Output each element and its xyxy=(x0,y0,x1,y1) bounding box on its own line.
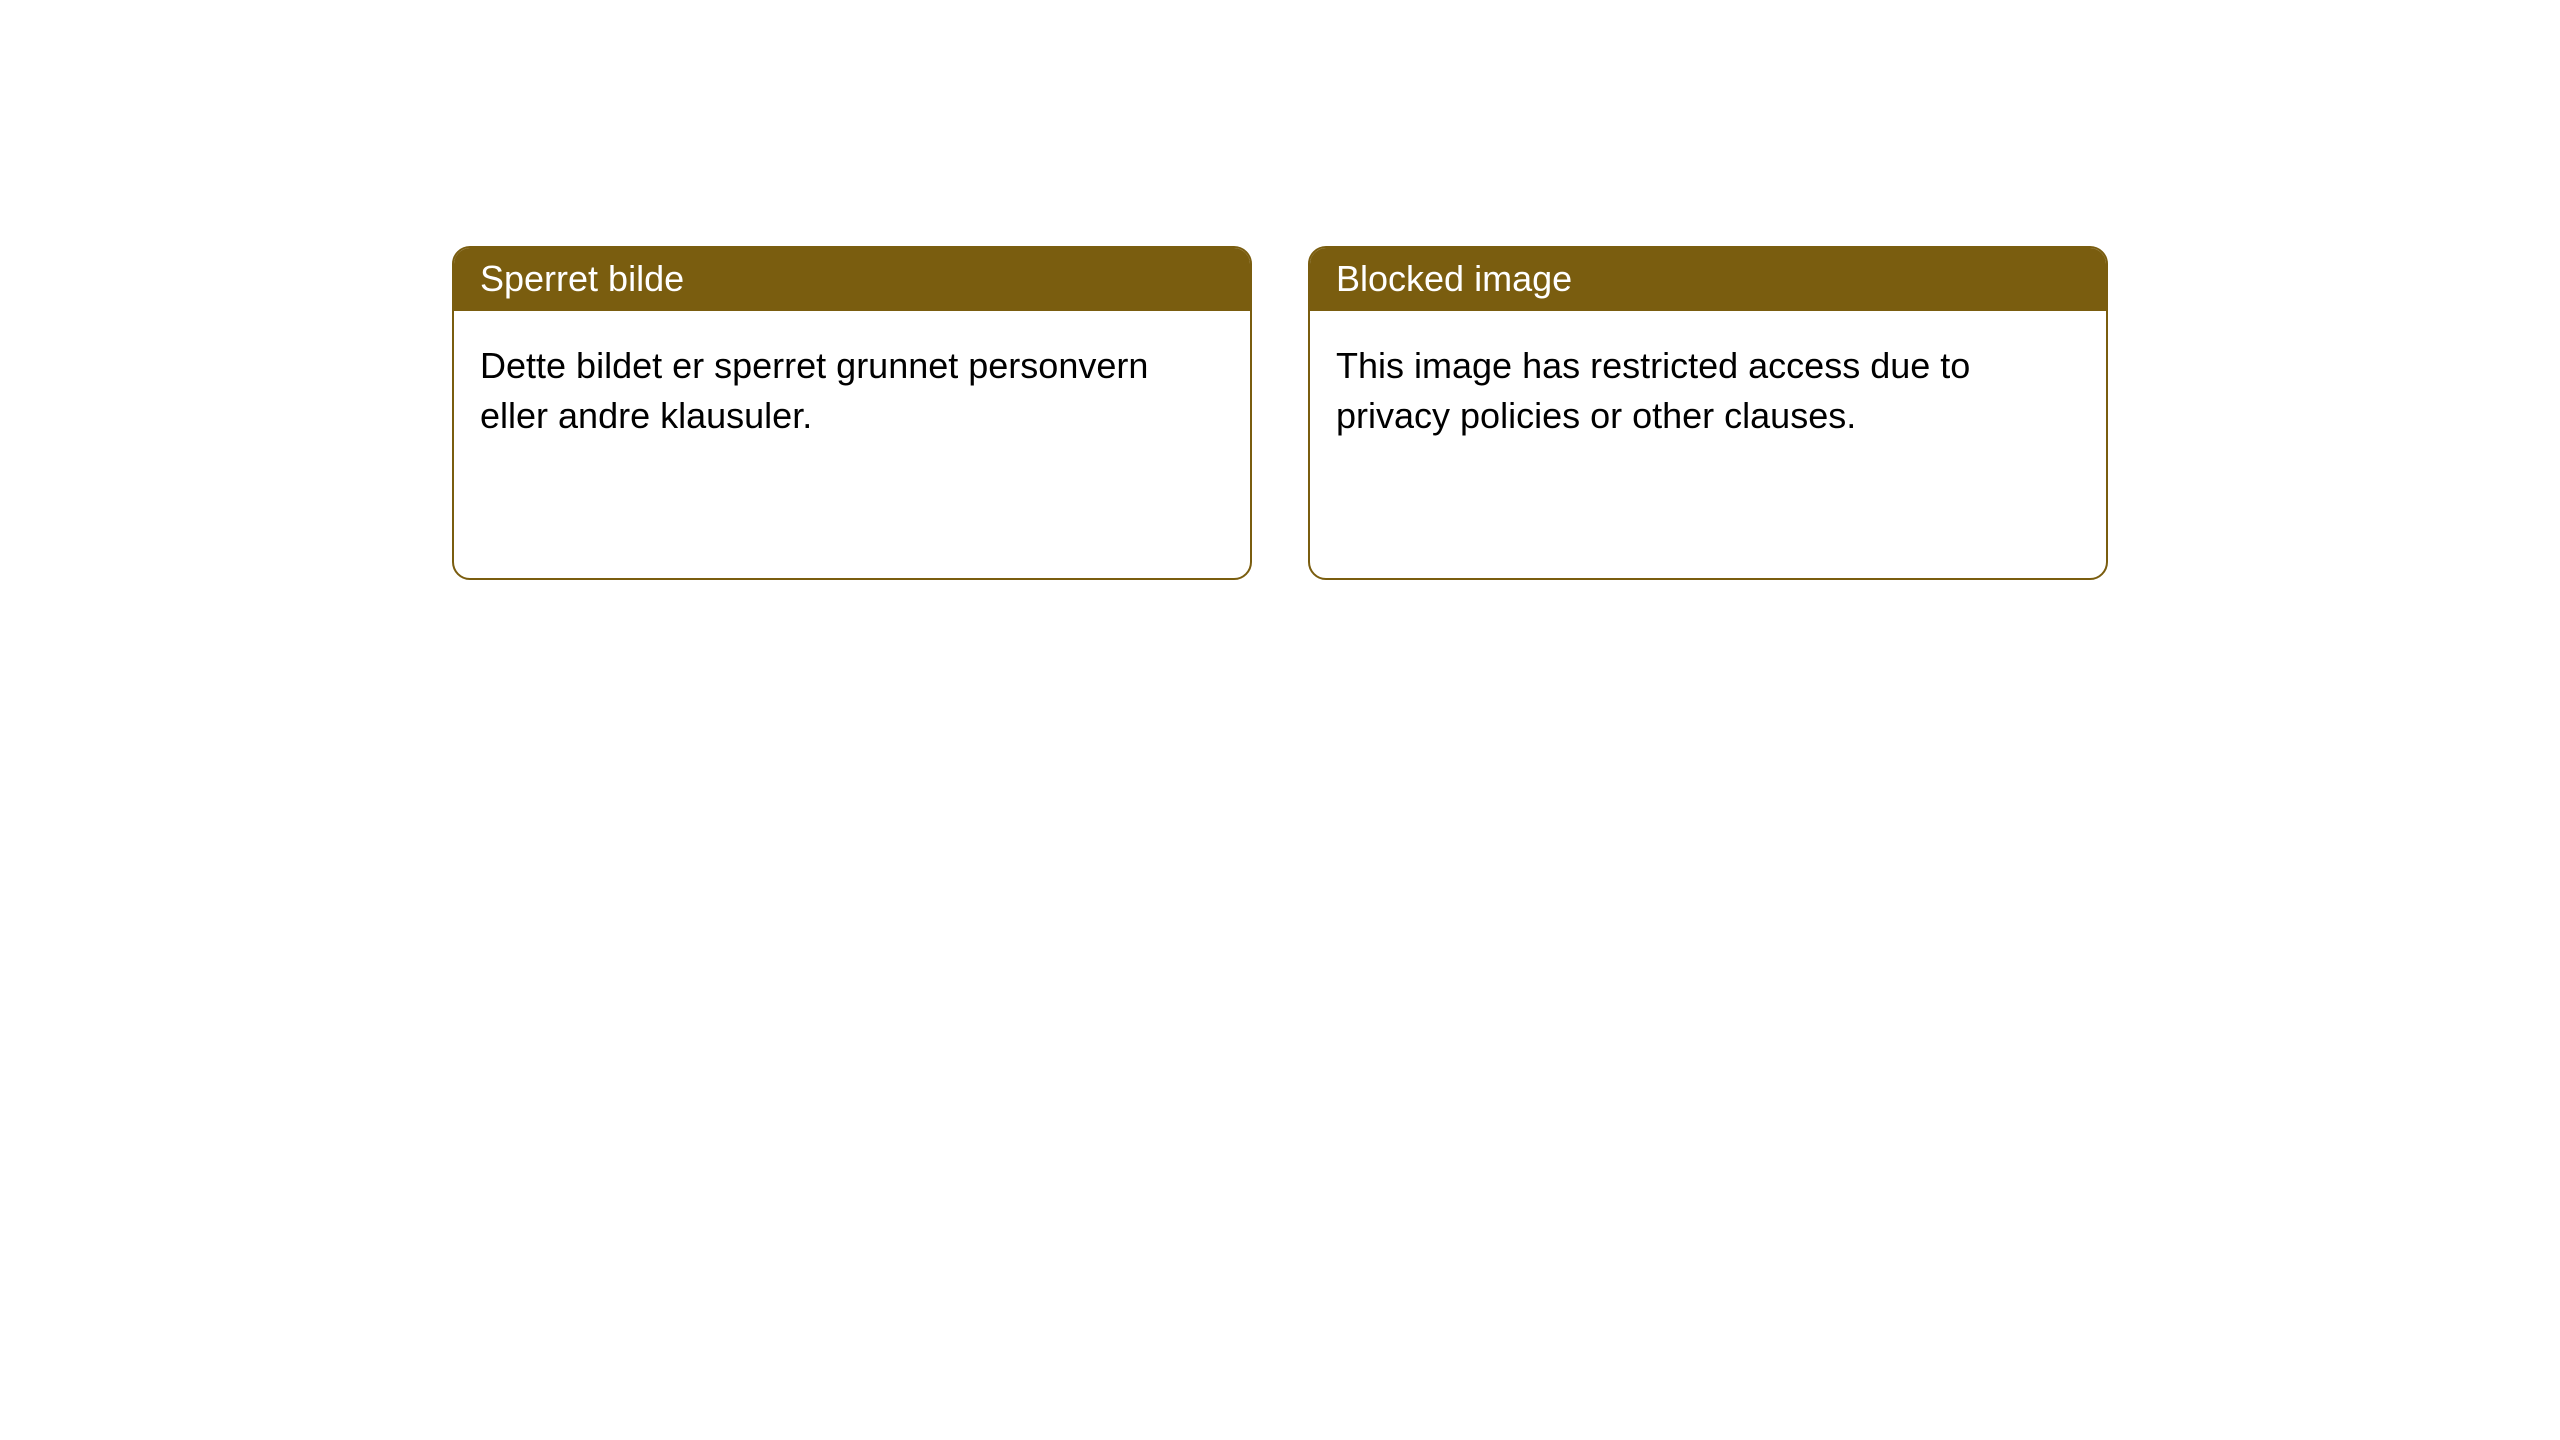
cards-container: Sperret bilde Dette bildet er sperret gr… xyxy=(452,246,2108,580)
card-header: Sperret bilde xyxy=(454,248,1250,311)
blocked-image-card-en: Blocked image This image has restricted … xyxy=(1308,246,2108,580)
card-header: Blocked image xyxy=(1310,248,2106,311)
card-body: This image has restricted access due to … xyxy=(1310,311,2106,472)
card-body: Dette bildet er sperret grunnet personve… xyxy=(454,311,1250,472)
blocked-image-card-no: Sperret bilde Dette bildet er sperret gr… xyxy=(452,246,1252,580)
